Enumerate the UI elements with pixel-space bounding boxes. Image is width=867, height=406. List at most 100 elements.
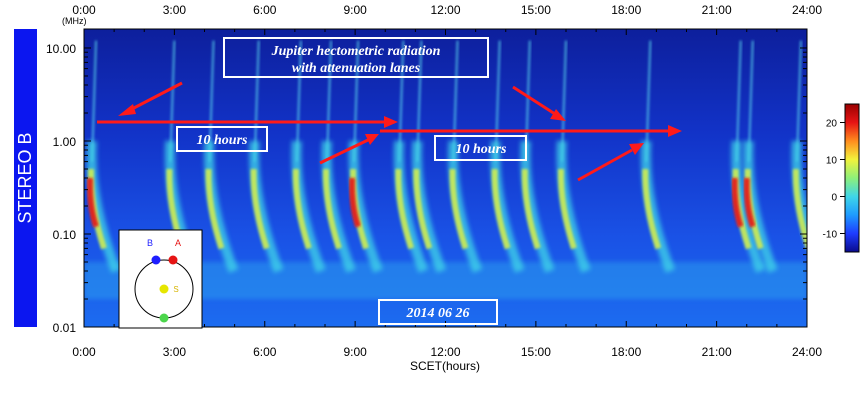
pointer-arrow-2 (512, 85, 556, 116)
interval-arrowhead-1 (384, 116, 398, 128)
interval-annotation-2: 10 hours (434, 135, 527, 161)
burst-body (348, 140, 383, 273)
burst-core (792, 168, 807, 250)
plot-area (83, 28, 808, 328)
interval-arrowhead-2 (668, 125, 682, 137)
x-tick-label-bottom: 21:00 (702, 345, 732, 359)
spacecraft-label: STEREO B (15, 132, 35, 223)
x-tick-label-top: 3:00 (163, 3, 187, 17)
burst-core (322, 168, 342, 250)
x-tick-label-top: 0:00 (72, 3, 96, 17)
spacecraft-bar (14, 29, 37, 327)
pointer-arrowhead-3 (365, 134, 379, 145)
stereo-a-dot (168, 255, 178, 265)
burst-body (448, 140, 483, 273)
x-tick-label-bottom: 6:00 (253, 345, 277, 359)
burst-core (395, 168, 415, 250)
interval-box-1 (176, 126, 268, 152)
burst-core (205, 168, 225, 250)
y-tick-label: 0.01 (53, 321, 77, 335)
x-tick-label-bottom: 9:00 (343, 345, 367, 359)
burst-body (204, 140, 239, 273)
burst-peak (348, 177, 361, 228)
interval-box-2 (434, 135, 527, 161)
burst-body (791, 140, 807, 246)
date-box (378, 299, 498, 325)
burst-core (250, 168, 270, 250)
axes: 0:00 0:00 3:00 3:00 6:00 6:00 9:00 9:00 12:00 12:… (46, 3, 822, 359)
x-tick-label-top: 6:00 (253, 3, 277, 17)
colorbar: 20 10 0 -10 (823, 103, 860, 253)
y-tick-label: 0.10 (53, 228, 77, 242)
colorbar-tick-label: -10 (823, 230, 838, 241)
burst-core (449, 168, 469, 250)
colorbar-ticks: 20 10 0 -10 (823, 119, 845, 241)
pointer-arrowhead-4 (629, 143, 644, 155)
burst-core (521, 168, 541, 250)
date-annotation: 2014 06 26 (378, 299, 498, 325)
burst-core (642, 168, 662, 250)
earth-dot (159, 313, 169, 323)
colorbar-gradient (844, 103, 860, 253)
burst-core (557, 168, 577, 250)
burst-body (731, 140, 766, 273)
stereo-b-dot (151, 255, 161, 265)
burst-peak (86, 177, 99, 228)
burst-body (640, 140, 676, 273)
burst-peak (731, 177, 744, 228)
inset-label-s: S (173, 285, 178, 294)
interval-label-1: 10 hours (197, 133, 249, 148)
x-tick-label-bottom: 24:00 (792, 345, 822, 359)
y-tick-label: 10.00 (46, 42, 76, 56)
interval-annotation-1: 10 hours (176, 126, 268, 152)
annotation-arrows (97, 81, 682, 182)
colorbar-tick-label: 0 (831, 193, 837, 204)
burst-body (490, 140, 525, 273)
title-annotation-line-1: Jupiter hectometric radiation (271, 44, 441, 59)
title-annotation: Jupiter hectometric radiation with atten… (223, 37, 489, 78)
x-tick-label-top: 18:00 (611, 3, 641, 17)
x-tick-label-top: 15:00 (521, 3, 551, 17)
colorbar-tick-label: 20 (826, 119, 838, 130)
x-tick-label-top: 21:00 (702, 3, 732, 17)
y-tick-label: 1.00 (53, 135, 77, 149)
x-tick-label-bottom: 18:00 (611, 345, 641, 359)
burst-body (321, 140, 356, 273)
burst-body (556, 140, 591, 273)
pointer-arrowhead-2 (550, 109, 566, 121)
burst-body (743, 140, 778, 273)
inset-label-a: A (175, 238, 181, 248)
burst-body (291, 140, 326, 273)
x-axis-title: SCET(hours) (410, 359, 480, 373)
burst-core (292, 168, 312, 250)
x-tick-label-bottom: 3:00 (163, 345, 187, 359)
burst-peak (743, 177, 756, 228)
x-tick-label-bottom: 0:00 (72, 345, 96, 359)
title-annotation-line-2: with attenuation lanes (292, 61, 421, 76)
y-unit-label: (MHz) (62, 16, 87, 26)
interval-label-2: 10 hours (456, 142, 508, 157)
inset-box (118, 229, 203, 329)
title-annotation-box (223, 37, 489, 78)
pointer-arrow-1 (129, 81, 183, 112)
orbit-inset: B A S (118, 229, 203, 329)
x-tick-label-top: 24:00 (792, 3, 822, 17)
inset-label-b: B (147, 238, 153, 248)
x-tick-label-bottom: 15:00 (521, 345, 551, 359)
colorbar-tick-label: 10 (826, 156, 838, 167)
burst-core (491, 168, 511, 250)
burst-core (413, 168, 433, 250)
burst-body (86, 140, 121, 273)
pointer-arrowhead-1 (118, 104, 136, 116)
pointer-arrow-3 (319, 138, 369, 165)
sun-dot (159, 284, 169, 294)
x-tick-label-top: 9:00 (343, 3, 367, 17)
burst-body (411, 140, 447, 273)
date-label: 2014 06 26 (406, 306, 470, 321)
x-tick-label-bottom: 12:00 (430, 345, 460, 359)
pointer-arrow-4 (577, 148, 633, 182)
burst-body (393, 140, 428, 273)
burst-body (249, 140, 284, 273)
x-tick-label-top: 12:00 (430, 3, 460, 17)
